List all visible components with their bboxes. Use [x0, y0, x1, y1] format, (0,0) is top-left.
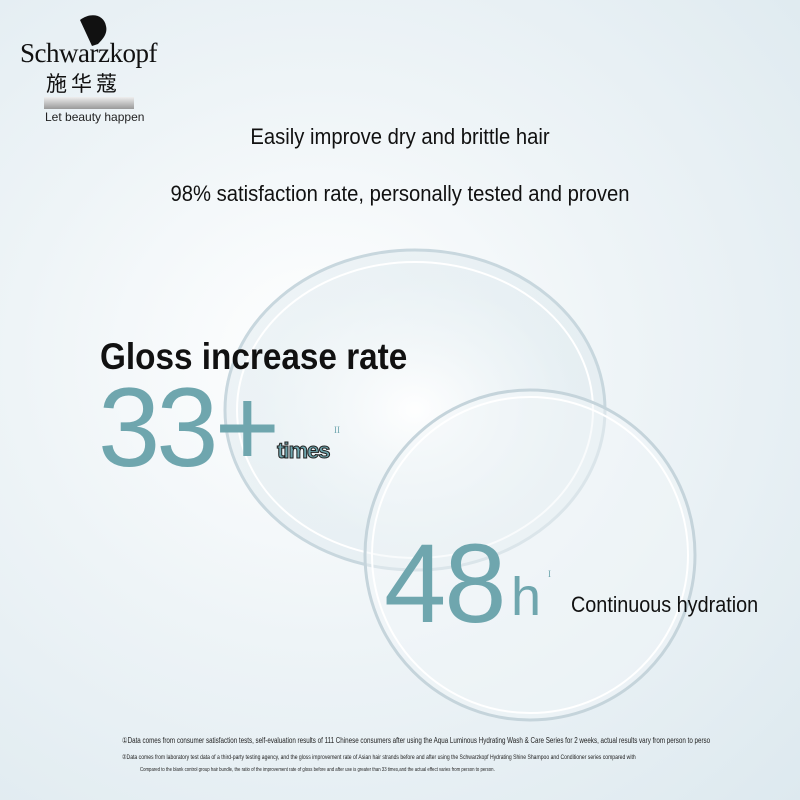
glass-lens-rim: [371, 396, 689, 714]
hydration-number: 48: [384, 521, 507, 646]
hydration-note-mark: I: [548, 569, 551, 579]
slogan: Let beauty happen: [45, 110, 145, 124]
hydration-label: Continuous hydration: [571, 592, 759, 617]
headline: Easily improve dry and brittle hair: [250, 124, 550, 149]
brand-name: Schwarzkopf: [20, 38, 157, 68]
hydration-unit: h: [511, 567, 542, 627]
slogan-bar: [44, 97, 134, 109]
gloss-label: Gloss increase rate: [100, 336, 408, 377]
glass-lens: [363, 388, 697, 722]
gloss-number: 33+: [98, 365, 280, 490]
gloss-unit: times: [276, 438, 331, 464]
footnote: ②Data comes from laboratory test data of…: [122, 754, 636, 761]
footnote: Compared to the blank control group hair…: [140, 767, 495, 773]
gloss-note-mark: II: [334, 425, 340, 435]
logo-head: [80, 15, 107, 46]
subheadline: 98% satisfaction rate, personally tested…: [170, 181, 630, 206]
brand-name-cn: 施华蔻: [46, 72, 121, 96]
footnote: ①Data comes from consumer satisfaction t…: [122, 736, 711, 745]
glass-dish: [223, 248, 607, 572]
